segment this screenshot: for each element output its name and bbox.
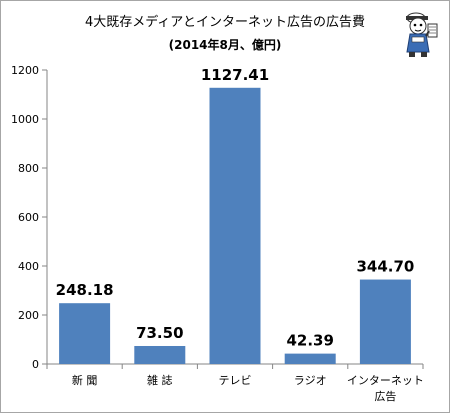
bar: [134, 345, 186, 364]
chart-title: 4大既存メディアとインターネット広告の広告費: [84, 15, 366, 30]
y-tick-label: 800: [18, 162, 39, 175]
y-tick-label: 0: [32, 358, 39, 371]
mascot-icon: [406, 12, 438, 57]
bar-value-label: 42.39: [286, 332, 333, 350]
y-tick-label: 600: [18, 211, 39, 224]
y-tick-label: 1000: [11, 113, 39, 126]
bar-value-label: 344.70: [356, 258, 414, 276]
category-label: テレビ: [219, 374, 252, 387]
chart-subtitle: (2014年8月、億円): [168, 38, 282, 52]
bar: [359, 279, 411, 364]
bar-value-label: 248.18: [56, 281, 114, 299]
category-label: ラジオ: [294, 374, 327, 387]
bar: [59, 303, 111, 364]
bar-value-label: 73.50: [136, 324, 183, 342]
bar: [209, 87, 261, 365]
bar: [284, 353, 336, 364]
y-tick-label: 1200: [11, 64, 39, 77]
category-label: 雑 誌: [147, 373, 173, 387]
bar-value-label: 1127.41: [201, 66, 269, 84]
category-label: インターネット: [347, 374, 424, 387]
y-tick-label: 400: [18, 260, 39, 273]
category-label: 新 聞: [72, 373, 98, 387]
category-label: 広告: [374, 390, 396, 403]
y-tick-label: 200: [18, 309, 39, 322]
